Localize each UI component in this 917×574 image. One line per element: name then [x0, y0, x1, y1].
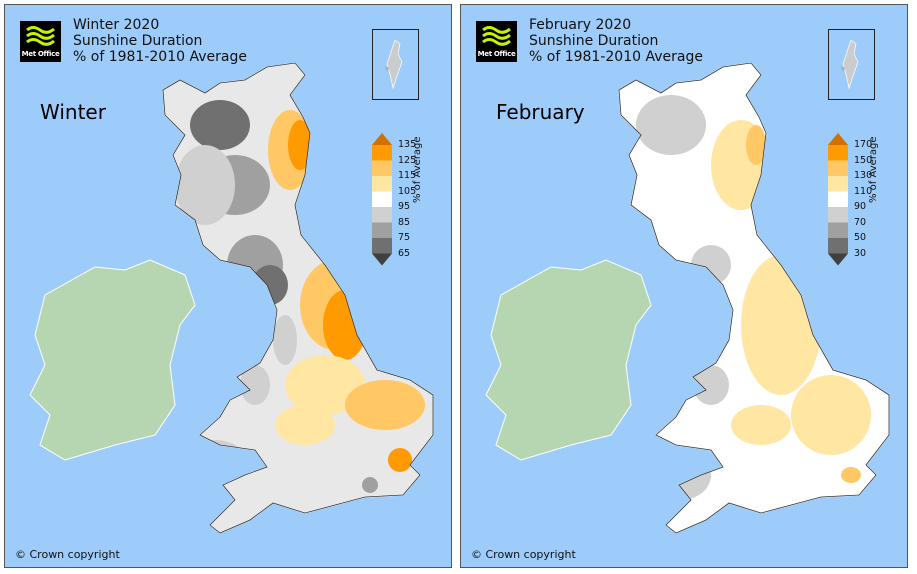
- colorbar-segment: [372, 176, 392, 192]
- legend-axis-label: % of Average: [868, 136, 879, 203]
- logo-text: Met Office: [21, 50, 60, 58]
- colorbar-tick-label: 85: [398, 216, 411, 228]
- ireland-landmass: [29, 259, 196, 461]
- colorbar-tick-label: 110: [854, 185, 873, 197]
- colorbar-tick-label: 50: [854, 232, 867, 243]
- sunshine-anomaly-region: [636, 95, 706, 155]
- colorbar-segment: [828, 238, 848, 254]
- uk-sunshine-map: [29, 62, 434, 534]
- sunshine-anomaly-region: [185, 440, 245, 480]
- title-variable: Sunshine Duration: [73, 33, 203, 49]
- colorbar-segment: [828, 160, 848, 176]
- colorbar-max-arrow: [372, 133, 392, 145]
- sunshine-anomaly-region: [323, 290, 367, 360]
- sunshine-anomaly-region: [693, 365, 729, 405]
- colorbar-segment: [372, 222, 392, 238]
- sunshine-anomaly-region: [345, 380, 425, 430]
- colorbar-legend: 170 150 130 110 90 70 50 30 % of Average: [826, 133, 901, 278]
- sunshine-anomaly-region: [285, 355, 365, 415]
- season-label: Winter: [40, 100, 106, 124]
- colorbar-tick-label: 115: [398, 170, 417, 181]
- colorbar-tick-label: 95: [398, 201, 411, 212]
- colorbar-tick-label: 170: [854, 139, 873, 150]
- colorbar-segment: [828, 222, 848, 238]
- met-office-waves-icon: [26, 26, 55, 46]
- sunshine-anomaly-region: [841, 467, 861, 483]
- sunshine-anomaly-region: [791, 375, 871, 455]
- sunshine-anomaly-region: [731, 405, 791, 445]
- colorbar-tick-label: 70: [854, 216, 867, 228]
- met-office-waves-icon: [482, 26, 511, 46]
- colorbar: [372, 133, 392, 266]
- colorbar-max-arrow: [828, 133, 848, 145]
- winter-map-panel: Met Office Winter 2020 Sunshine Duration…: [4, 4, 452, 568]
- shetland-inset: [372, 29, 419, 100]
- title-period: Winter 2020: [73, 17, 160, 33]
- colorbar-legend: 135 125 115 105 95 85 75 65 % of Average: [370, 133, 445, 278]
- met-office-logo: Met Office: [20, 21, 61, 62]
- colorbar-segment: [372, 145, 392, 161]
- colorbar-tick-label: 130: [854, 170, 873, 181]
- sunshine-anomaly-region: [175, 145, 235, 225]
- map-title: Winter 2020 Sunshine Duration % of 1981-…: [73, 17, 247, 65]
- colorbar: [828, 133, 848, 266]
- sunshine-anomaly-region: [273, 315, 297, 365]
- colorbar-tick-label: 65: [398, 247, 411, 259]
- colorbar-tick-label: 90: [854, 201, 867, 212]
- title-period: February 2020: [529, 17, 632, 33]
- colorbar-tick-label: 135: [398, 139, 417, 150]
- legend-axis-label: % of Average: [412, 136, 423, 203]
- sunshine-anomaly-region: [190, 100, 250, 150]
- sunshine-anomaly-region: [362, 477, 378, 493]
- uk-sunshine-map: [485, 62, 890, 534]
- map-title: February 2020 Sunshine Duration % of 198…: [529, 17, 703, 65]
- logo-text: Met Office: [477, 50, 516, 58]
- copyright-notice: © Crown copyright: [15, 548, 120, 561]
- colorbar-segment: [372, 207, 392, 223]
- sunshine-anomaly-region: [240, 365, 270, 405]
- colorbar-segment: [828, 176, 848, 192]
- copyright-notice: © Crown copyright: [471, 548, 576, 561]
- season-label: February: [496, 100, 585, 124]
- title-units: % of 1981-2010 Average: [73, 49, 247, 65]
- sunshine-anomaly-region: [252, 265, 288, 305]
- title-units: % of 1981-2010 Average: [529, 49, 703, 65]
- colorbar-segment: [828, 145, 848, 161]
- colorbar-tick-label: 125: [398, 154, 417, 166]
- title-variable: Sunshine Duration: [529, 33, 659, 49]
- colorbar-tick-label: 75: [398, 232, 411, 243]
- colorbar-min-arrow: [828, 253, 848, 266]
- sunshine-anomaly-region: [288, 120, 312, 170]
- ireland-landmass: [485, 259, 652, 461]
- colorbar-segment: [372, 160, 392, 176]
- colorbar-tick-label: 150: [854, 154, 873, 166]
- colorbar-segment: [372, 191, 392, 207]
- sunshine-anomaly-region: [746, 125, 766, 165]
- shetland-inset: [828, 29, 875, 100]
- colorbar-segment: [828, 191, 848, 207]
- met-office-logo: Met Office: [476, 21, 517, 62]
- february-map-panel: Met Office February 2020 Sunshine Durati…: [460, 4, 908, 568]
- colorbar-tick-label: 105: [398, 185, 417, 197]
- colorbar-segment: [828, 207, 848, 223]
- sunshine-anomaly-region: [388, 448, 412, 472]
- colorbar-segment: [372, 238, 392, 254]
- colorbar-min-arrow: [372, 253, 392, 266]
- sunshine-anomaly-region: [275, 405, 335, 445]
- sunshine-anomaly-region: [741, 255, 821, 395]
- colorbar-tick-label: 30: [854, 247, 867, 259]
